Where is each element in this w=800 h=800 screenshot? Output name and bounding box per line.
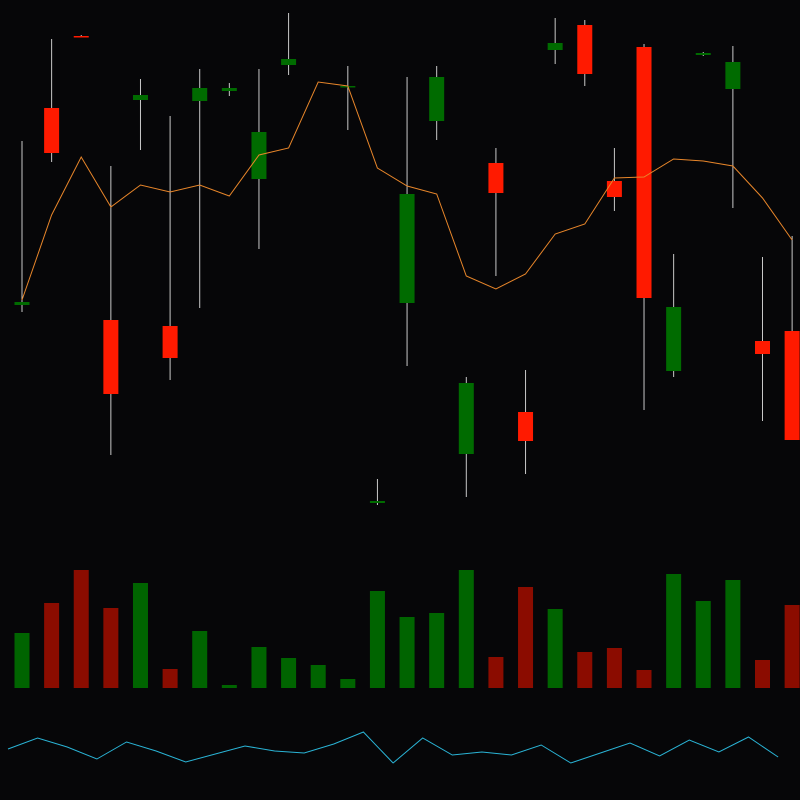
volume-bar: [192, 631, 208, 688]
candle-body: [695, 53, 711, 55]
volume-bar: [488, 657, 504, 688]
volume-bar: [251, 647, 267, 688]
volume-bar: [725, 580, 741, 688]
candle-body: [162, 326, 178, 358]
volume-bar: [340, 679, 356, 688]
volume-panel: [14, 570, 800, 688]
volume-bar: [755, 660, 770, 688]
candle-body: [103, 320, 119, 394]
candle-body: [369, 501, 385, 503]
volume-bar: [606, 648, 622, 688]
volume-bar: [547, 609, 563, 688]
candle-body: [73, 36, 89, 38]
candle-body: [636, 47, 652, 298]
volume-bar: [458, 570, 474, 688]
indicator-line: [7, 731, 779, 764]
volume-bar: [666, 574, 682, 688]
candle-body: [547, 43, 563, 50]
candle-body: [44, 108, 60, 153]
volume-bar: [399, 617, 415, 688]
volume-bar: [369, 591, 385, 688]
candle-body: [192, 88, 208, 101]
volume-bar: [103, 608, 119, 688]
volume-bar: [221, 685, 237, 688]
candle-body: [221, 88, 237, 91]
price-panel: [14, 13, 800, 505]
volume-bar: [162, 669, 178, 688]
candle-body: [518, 412, 534, 441]
candle-body: [725, 62, 741, 89]
indicator-panel: [7, 731, 779, 764]
volume-bar: [518, 587, 534, 688]
moving-average: [21, 81, 793, 301]
candle-body: [666, 307, 682, 371]
volume-bar: [784, 605, 800, 688]
volume-bar: [44, 603, 60, 688]
volume-bar: [14, 633, 30, 688]
volume-bar: [636, 670, 652, 688]
candle-body: [606, 181, 622, 197]
volume-bar: [695, 601, 711, 688]
candle-body: [132, 95, 148, 100]
volume-bar: [577, 652, 593, 688]
candle-body: [488, 163, 504, 193]
candle-body: [577, 25, 593, 74]
candle-body: [399, 194, 415, 303]
candle-body: [281, 59, 297, 65]
candle-body: [429, 77, 445, 121]
volume-bar: [73, 570, 89, 688]
candle-body: [14, 302, 30, 305]
volume-bar: [281, 658, 297, 688]
volume-bar: [429, 613, 445, 688]
candle-body: [784, 331, 800, 440]
volume-bar: [310, 665, 326, 688]
candle-body: [755, 341, 770, 354]
volume-bar: [132, 583, 148, 688]
candle-body: [458, 383, 474, 454]
